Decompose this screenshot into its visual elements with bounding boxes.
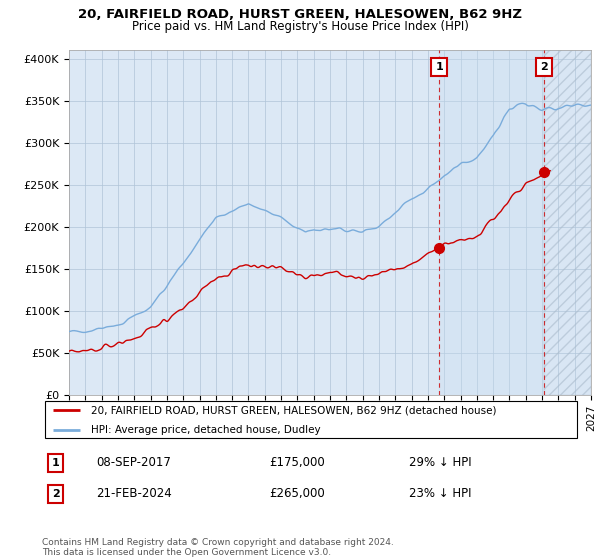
Text: £265,000: £265,000 bbox=[269, 487, 325, 501]
Text: Price paid vs. HM Land Registry's House Price Index (HPI): Price paid vs. HM Land Registry's House … bbox=[131, 20, 469, 33]
Text: 20, FAIRFIELD ROAD, HURST GREEN, HALESOWEN, B62 9HZ: 20, FAIRFIELD ROAD, HURST GREEN, HALESOW… bbox=[78, 8, 522, 21]
Bar bbox=[544, 50, 591, 395]
Text: 08-SEP-2017: 08-SEP-2017 bbox=[96, 456, 171, 469]
Text: 21-FEB-2024: 21-FEB-2024 bbox=[96, 487, 172, 501]
Bar bbox=[544, 50, 591, 395]
Text: HPI: Average price, detached house, Dudley: HPI: Average price, detached house, Dudl… bbox=[91, 424, 320, 435]
Text: £175,000: £175,000 bbox=[269, 456, 325, 469]
FancyBboxPatch shape bbox=[45, 402, 577, 437]
Text: 23% ↓ HPI: 23% ↓ HPI bbox=[409, 487, 472, 501]
Text: 29% ↓ HPI: 29% ↓ HPI bbox=[409, 456, 472, 469]
Text: 20, FAIRFIELD ROAD, HURST GREEN, HALESOWEN, B62 9HZ (detached house): 20, FAIRFIELD ROAD, HURST GREEN, HALESOW… bbox=[91, 405, 496, 415]
Text: 2: 2 bbox=[541, 62, 548, 72]
Bar bbox=[544, 50, 591, 395]
Text: Contains HM Land Registry data © Crown copyright and database right 2024.
This d: Contains HM Land Registry data © Crown c… bbox=[42, 538, 394, 557]
Text: 2: 2 bbox=[52, 489, 59, 499]
Bar bbox=[439, 50, 544, 395]
Text: 1: 1 bbox=[435, 62, 443, 72]
Text: 1: 1 bbox=[52, 458, 59, 468]
